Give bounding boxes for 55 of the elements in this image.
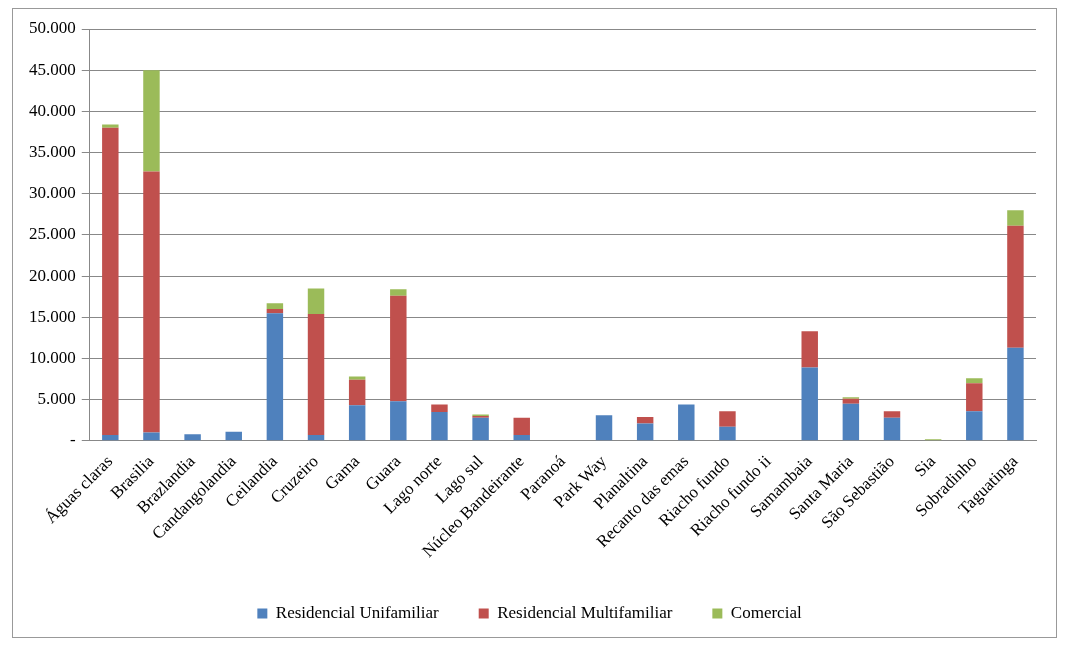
bar: [513, 435, 530, 441]
bar: [307, 313, 325, 436]
y-tick-label: 40.000: [29, 100, 76, 120]
bar: [801, 331, 818, 368]
bar: [348, 405, 366, 441]
bar: [801, 367, 818, 441]
bar: [225, 431, 242, 441]
bar: [719, 411, 736, 427]
bar: [266, 303, 284, 310]
bar: [266, 313, 284, 441]
y-tick-label: 20.000: [29, 265, 76, 285]
bar: [1007, 347, 1024, 441]
y-tick-label: 45.000: [29, 59, 76, 79]
y-tick-label: 15.000: [29, 306, 76, 326]
bar: [102, 127, 119, 436]
bar: [102, 124, 119, 128]
bar: [390, 401, 407, 441]
y-tick-label: 35.000: [29, 142, 76, 161]
bar: [842, 403, 860, 441]
bar: [1007, 210, 1024, 226]
bar: [595, 415, 613, 441]
bar: [390, 295, 407, 402]
y-tick-label: 10.000: [29, 347, 76, 367]
bar: [636, 423, 654, 441]
bar: [513, 417, 530, 436]
bar: [966, 383, 983, 412]
y-tick-label: -: [70, 430, 77, 450]
bar: [307, 288, 325, 314]
bar: [143, 70, 160, 172]
legend-label: Residencial Unifamiliar: [275, 602, 440, 622]
bar: [348, 379, 366, 406]
legend-label: Residencial Multifamiliar: [497, 602, 673, 622]
y-tick-label: 30.000: [29, 183, 76, 203]
y-tick-label: 25.000: [29, 224, 76, 244]
bar: [966, 411, 983, 441]
bar: [431, 411, 448, 441]
bar: [472, 417, 489, 441]
bar: [307, 435, 325, 441]
bar: [719, 426, 736, 441]
bar: [143, 432, 160, 441]
bar: [883, 417, 901, 441]
bar: [883, 411, 901, 418]
bar: [184, 434, 201, 441]
legend-label: Comercial: [730, 602, 802, 622]
bar: [966, 378, 983, 384]
y-tick-label: 50.000: [29, 18, 76, 38]
bar: [842, 398, 860, 404]
bar: [266, 309, 284, 314]
bar: [143, 171, 160, 433]
bar: [1007, 225, 1024, 348]
bar: [102, 435, 119, 441]
bar: [678, 404, 695, 441]
y-tick-label: 5.000: [37, 389, 76, 409]
bar: [390, 289, 407, 296]
bar: [431, 404, 448, 412]
